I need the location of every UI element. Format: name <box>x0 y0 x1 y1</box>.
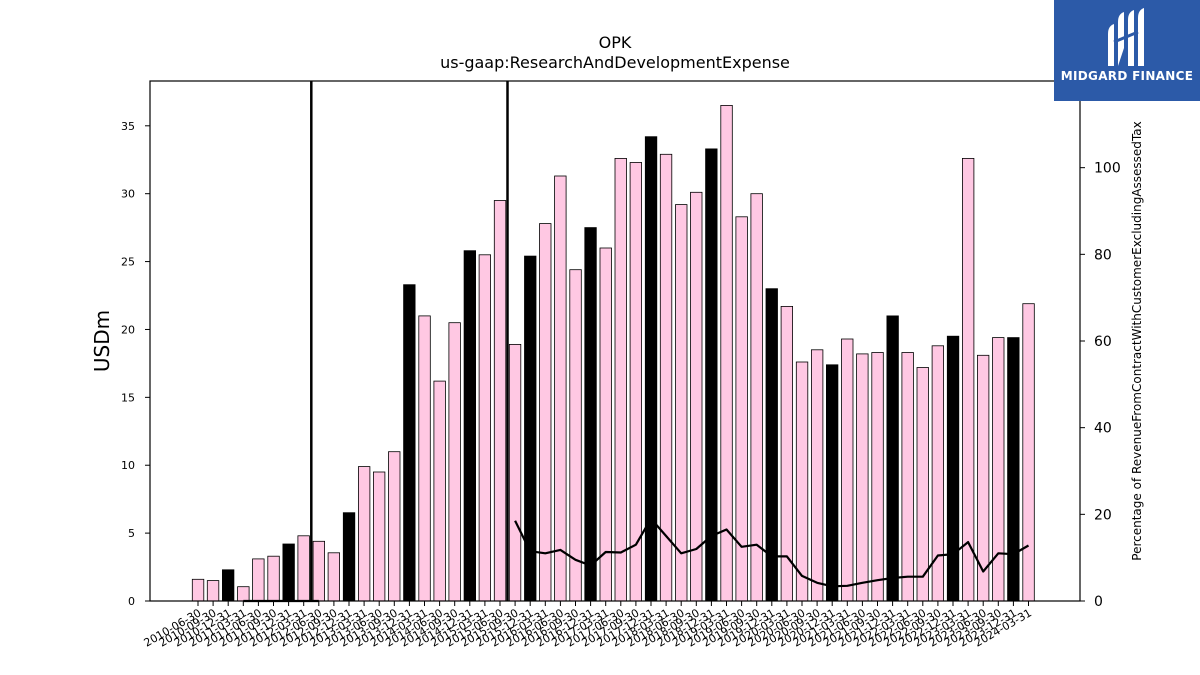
bar-2023-12-31 <box>1007 337 1020 602</box>
bar-2021-09-30 <box>871 352 884 602</box>
bar-2013-09-30 <box>388 451 401 602</box>
y-tick-label-30: 30 <box>121 188 135 201</box>
bar-2012-03-31 <box>297 535 310 602</box>
bar-2012-12-31 <box>342 512 356 602</box>
y-axis-label: USDm <box>90 310 114 372</box>
y2-axis-label: Percentage of RevenueFromContractWithCus… <box>1130 121 1144 560</box>
bar-2018-09-30 <box>690 191 703 602</box>
bar-2010-09-30 <box>206 580 220 602</box>
bar-2016-06-30 <box>554 175 567 602</box>
bar-2014-03-31 <box>418 315 431 602</box>
bar-2016-03-31 <box>539 223 552 602</box>
bar-2020-12-31 <box>826 364 839 602</box>
bar-2017-03-31 <box>599 247 612 602</box>
bar-2010-06-30 <box>191 578 205 602</box>
bar-2013-03-31 <box>357 466 371 602</box>
bar-2017-12-31 <box>644 136 658 602</box>
bar-2019-03-31 <box>720 105 733 602</box>
y2-tick-label-0: 0 <box>1094 594 1103 610</box>
bar-2019-09-30 <box>750 193 763 602</box>
bar-2012-09-30 <box>327 552 341 602</box>
y2-tick-label-40: 40 <box>1094 421 1112 437</box>
bar-2016-09-30 <box>569 269 582 602</box>
bar-2011-12-31 <box>282 543 295 602</box>
y-tick-label-25: 25 <box>121 256 135 269</box>
brand-logo: MIDGARD FINANCE <box>1054 0 1200 101</box>
bar-2020-09-30 <box>811 349 824 602</box>
bar-2013-06-30 <box>372 471 386 602</box>
bar-2017-06-30 <box>614 157 627 602</box>
chart-subtitle: us-gaap:ResearchAndDevelopmentExpense <box>440 53 790 72</box>
y2-tick-label-20: 20 <box>1094 507 1112 523</box>
bar-2017-09-30 <box>629 162 642 602</box>
x-axis-ticks: 2010-06-302010-09-302010-12-312011-03-31… <box>142 601 1034 650</box>
y-tick-label-10: 10 <box>121 459 135 472</box>
bar-2021-06-30 <box>856 353 869 602</box>
y-tick-label-0: 0 <box>128 595 135 608</box>
bar-2018-03-31 <box>659 153 673 602</box>
bar-2011-03-31 <box>237 586 250 602</box>
y2-axis-ticks: 0 20 40 60 80 100 <box>1080 161 1121 610</box>
vertical-markers <box>310 81 509 601</box>
bar-2023-09-30 <box>992 337 1005 602</box>
bar-2018-06-30 <box>675 204 688 602</box>
bar-2022-03-31 <box>901 352 914 602</box>
bar-2011-06-30 <box>252 558 265 602</box>
bar-2011-09-30 <box>267 555 280 602</box>
bar-2010-12-31 <box>221 569 235 602</box>
bar-2016-12-31 <box>584 227 597 602</box>
y-tick-label-5: 5 <box>128 527 135 540</box>
bar-2014-12-31 <box>463 250 477 602</box>
bar-2024-03-31 <box>1022 303 1035 602</box>
y2-tick-label-100: 100 <box>1094 161 1121 177</box>
bar-2022-12-31 <box>946 335 960 602</box>
bar-2015-06-30 <box>493 200 507 602</box>
bar-2021-03-31 <box>841 338 854 602</box>
y-axis-ticks: 0 5 10 15 20 25 30 35 <box>121 120 150 608</box>
bar-2015-09-30 <box>508 343 522 602</box>
midgard-logo-icon <box>1108 8 1144 66</box>
bar-2015-03-31 <box>478 254 492 602</box>
y-tick-label-35: 35 <box>121 120 135 133</box>
y2-tick-label-60: 60 <box>1094 334 1112 350</box>
bar-2022-06-30 <box>916 367 929 602</box>
bar-2012-06-30 <box>312 540 326 602</box>
percentage-line-segment-1 <box>514 517 1030 588</box>
plot-frame <box>149 80 1081 602</box>
bar-2020-06-30 <box>795 361 809 602</box>
bar-2021-12-31 <box>886 315 899 602</box>
y-tick-label-20: 20 <box>121 323 135 336</box>
chart-title: OPK <box>599 33 632 52</box>
brand-name: MIDGARD FINANCE <box>1060 69 1194 83</box>
y2-tick-label-80: 80 <box>1094 247 1112 263</box>
bars-group <box>191 105 1035 602</box>
y-tick-label-15: 15 <box>121 391 135 404</box>
bar-2013-12-31 <box>403 284 416 602</box>
bar-2023-03-31 <box>962 157 975 602</box>
bar-2014-06-30 <box>433 380 446 602</box>
bar-2014-09-30 <box>448 322 461 602</box>
